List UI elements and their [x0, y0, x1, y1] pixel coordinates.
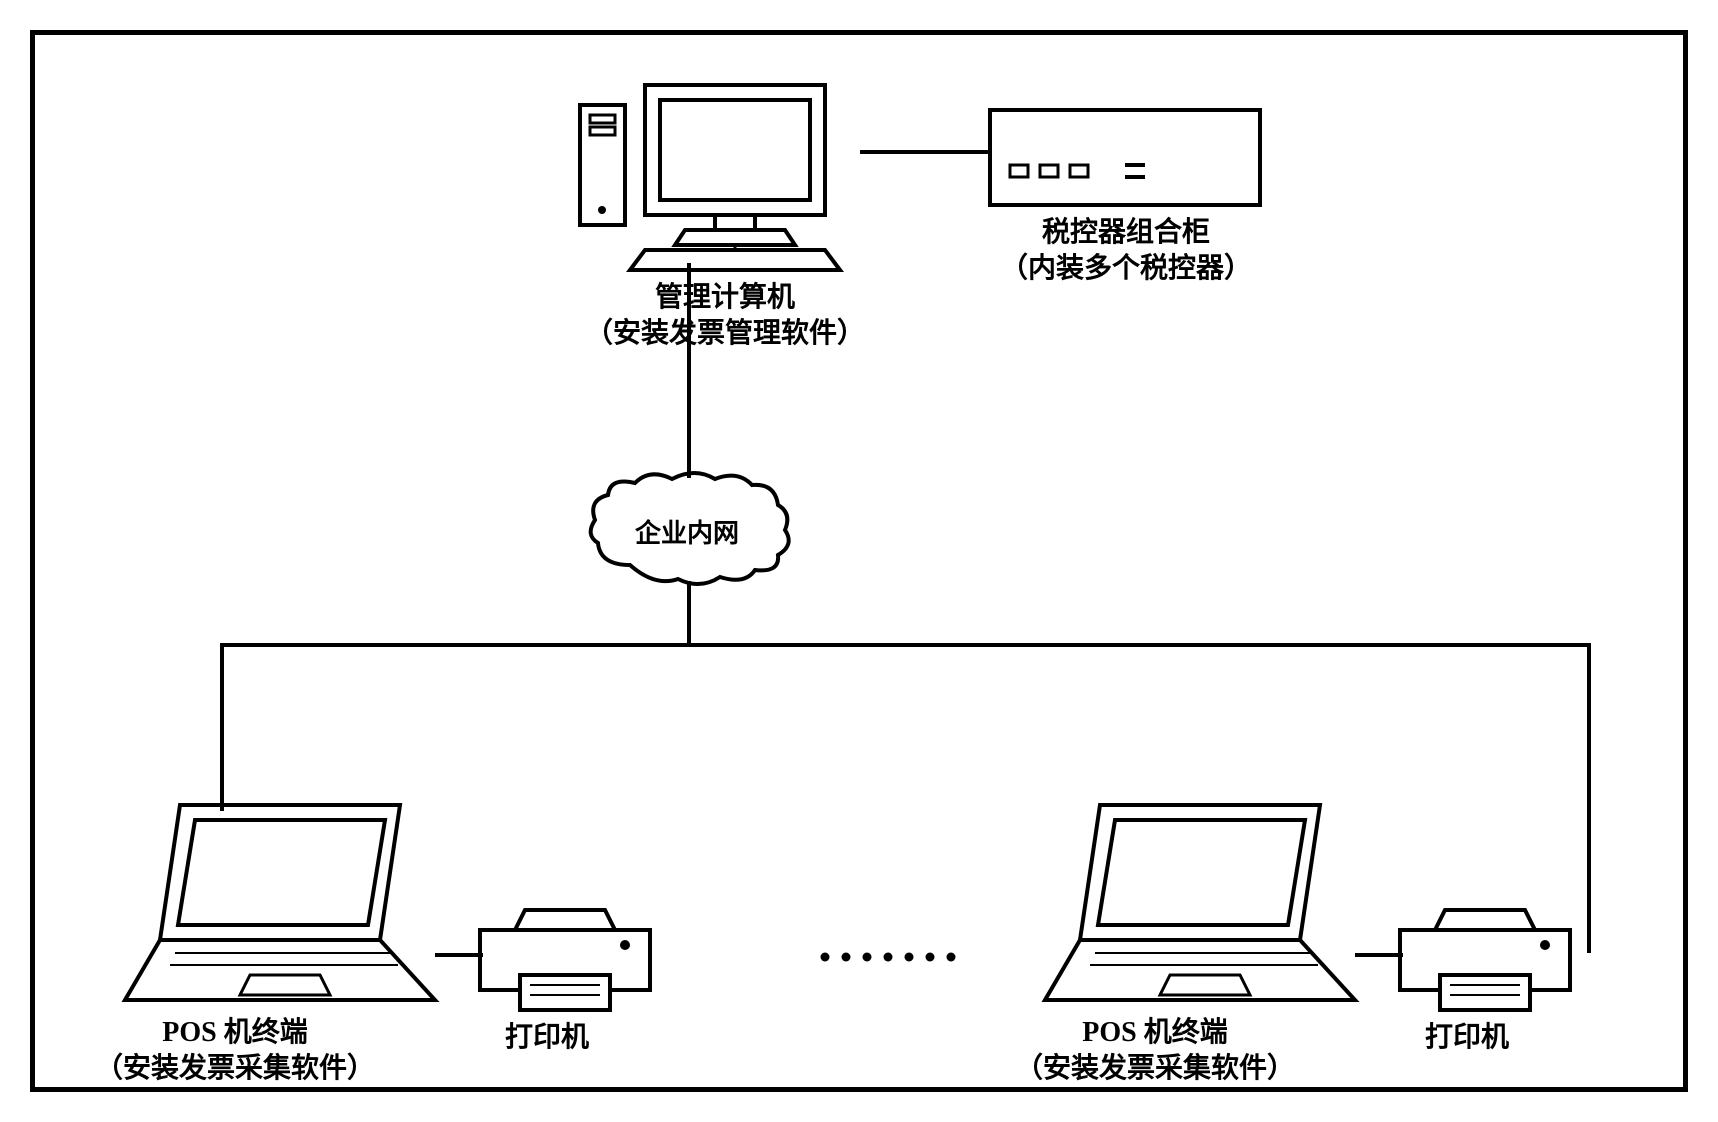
printer-right-label: 打印机 — [1425, 1020, 1509, 1056]
label-line: （安装发票采集软件） — [95, 1053, 375, 1084]
pos-right-label: POS 机终端 （安装发票采集软件） — [1015, 1015, 1295, 1088]
connector-bus-horizontal — [220, 643, 1590, 647]
label-line: POS 机终端 — [1082, 1017, 1227, 1048]
connector-cloud-to-bus — [687, 581, 691, 643]
tax-cabinet-icon — [985, 105, 1265, 215]
pos-right-laptop-icon — [1040, 795, 1360, 1015]
connector-pos-left-to-printer — [435, 953, 483, 957]
label-line: （安装发票管理软件） — [585, 318, 865, 349]
printer-right-icon — [1395, 905, 1575, 1015]
connector-bus-to-pos-left — [220, 643, 224, 811]
cloud-label: 企业内网 — [635, 517, 739, 551]
printer-left-label: 打印机 — [505, 1020, 589, 1056]
printer-left-icon — [475, 905, 655, 1015]
ellipsis-dots — [815, 947, 975, 967]
management-computer-icon — [570, 75, 870, 275]
tax-cabinet-label: 税控器组合柜 （内装多个税控器） — [1000, 215, 1252, 288]
connector-bus-to-pos-right — [1587, 643, 1591, 953]
management-computer-label: 管理计算机 （安装发票管理软件） — [585, 280, 865, 353]
connector-mgmt-to-cabinet — [860, 150, 990, 154]
diagram-frame: 管理计算机 （安装发票管理软件） 税控器组合柜 （内装多个税控器） 企业内网 P… — [30, 30, 1688, 1092]
pos-left-label: POS 机终端 （安装发票采集软件） — [95, 1015, 375, 1088]
label-line: （内装多个税控器） — [1000, 253, 1252, 284]
pos-left-laptop-icon — [120, 795, 440, 1015]
label-line: POS 机终端 — [162, 1017, 307, 1048]
connector-pos-right-to-printer — [1355, 953, 1403, 957]
label-line: 管理计算机 — [655, 282, 795, 313]
label-line: （安装发票采集软件） — [1015, 1053, 1295, 1084]
label-line: 税控器组合柜 — [1042, 217, 1210, 248]
